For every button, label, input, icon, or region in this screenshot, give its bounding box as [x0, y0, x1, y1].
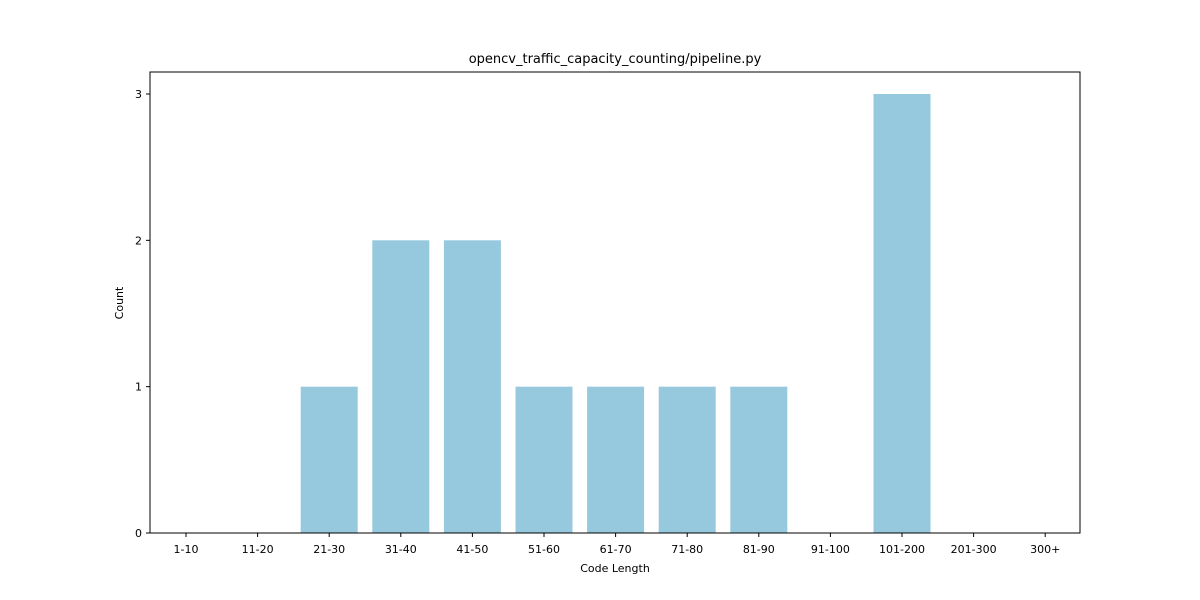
x-tick-label: 71-80: [671, 543, 703, 556]
x-tick-label: 91-100: [811, 543, 850, 556]
x-tick-label: 101-200: [879, 543, 925, 556]
y-tick-label: 1: [135, 381, 142, 394]
x-tick-label: 201-300: [951, 543, 997, 556]
y-tick-label: 3: [135, 88, 142, 101]
bar-41-50: [443, 240, 501, 534]
y-axis-title: Count: [113, 286, 126, 319]
x-tick-label: 300+: [1030, 543, 1060, 556]
plot-frame: [149, 71, 1081, 534]
bar-101-200: [873, 94, 931, 533]
x-axis-ticks: 1-10 11-20 21-30 31-40 41-50 51-60 61-70 71-80 8…: [174, 533, 1060, 556]
bar-31-40: [372, 240, 430, 534]
x-tick-label: 11-20: [242, 543, 274, 556]
x-tick-label: 21-30: [313, 543, 345, 556]
x-tick-label: 81-90: [743, 543, 775, 556]
bars-group: [300, 94, 931, 534]
bar-21-30: [300, 386, 358, 533]
x-tick-label: 31-40: [385, 543, 417, 556]
chart-title: opencv_traffic_capacity_counting/pipelin…: [469, 52, 762, 67]
y-tick-label: 2: [135, 234, 142, 247]
bar-71-80: [658, 386, 716, 533]
bar-51-60: [515, 386, 573, 533]
x-tick-label: 61-70: [600, 543, 632, 556]
x-tick-label: 1-10: [174, 543, 199, 556]
bar-61-70: [587, 386, 645, 533]
y-tick-label: 0: [135, 527, 142, 540]
x-axis-title: Code Length: [580, 562, 650, 575]
bar-81-90: [730, 386, 788, 533]
y-axis-ticks: 0 1 2 3: [135, 88, 150, 540]
x-tick-label: 41-50: [456, 543, 488, 556]
x-tick-label: 51-60: [528, 543, 560, 556]
